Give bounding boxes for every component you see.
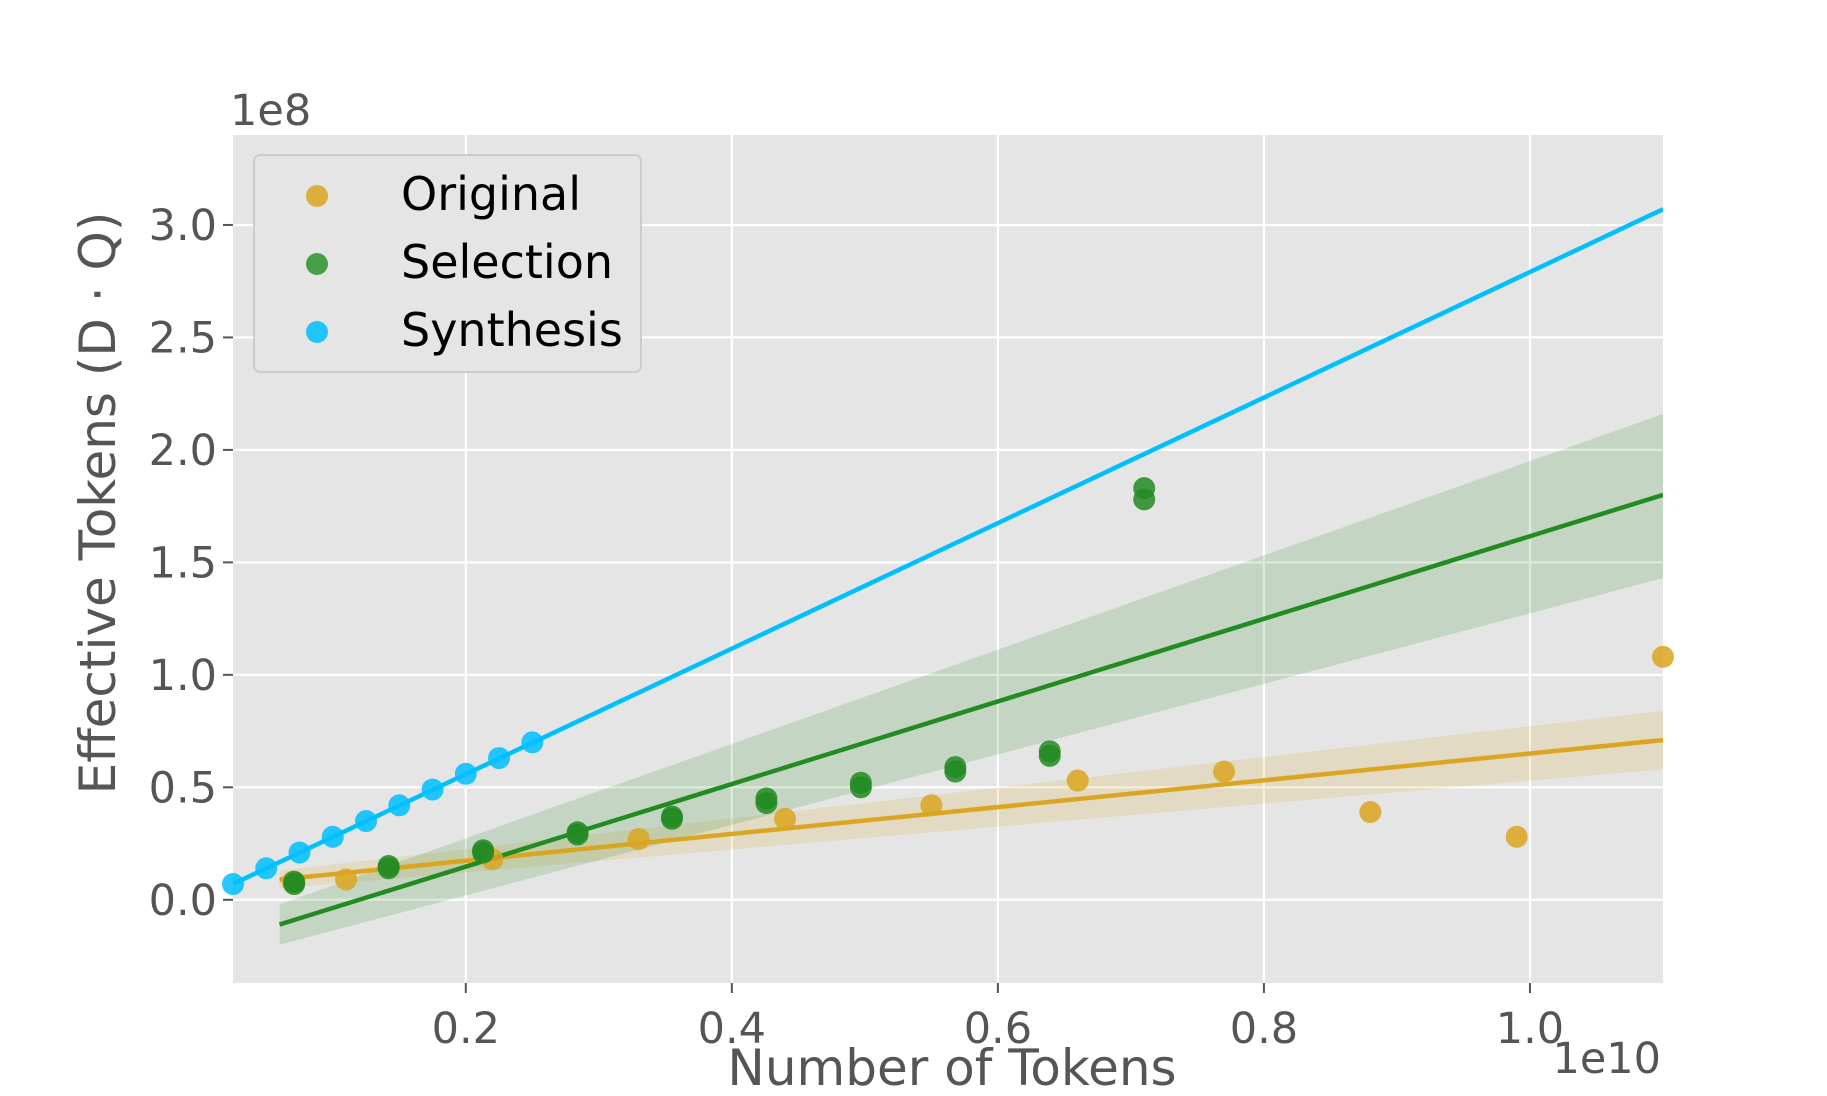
x-tick-label: 1.0: [1496, 1004, 1564, 1054]
legend-marker-synthesis: [306, 321, 328, 343]
x-ticks: 0.2 0.4 0.6 0.8 1.0: [432, 983, 1564, 1054]
y-tick-label: 2.0: [149, 426, 217, 476]
point-original: [1652, 645, 1674, 668]
legend-marker-original: [306, 185, 328, 207]
fit-line-original: [279, 737, 1663, 882]
point-original: [774, 807, 797, 830]
grid: [233, 135, 1663, 983]
legend-label-synthesis: Synthesis: [401, 303, 623, 357]
point-selection: [1038, 740, 1061, 763]
point-selection: [660, 805, 683, 828]
point-synthesis: [255, 857, 278, 880]
y-ticks: 0.0 0.5 1.0 1.5 2.0 2.5 3.0: [149, 201, 233, 926]
point-original: [1066, 769, 1089, 792]
x-tick-label: 0.8: [1230, 1004, 1298, 1054]
x-tick-label: 0.2: [432, 1004, 500, 1054]
y-tick-label: 1.5: [149, 538, 217, 588]
point-synthesis: [321, 825, 344, 848]
data-points: [222, 477, 1674, 896]
point-synthesis: [355, 810, 378, 833]
legend-box: [253, 154, 642, 373]
legend: Original Selection Synthesis: [253, 154, 642, 373]
y-tick-label: 0.0: [149, 876, 217, 926]
legend-item-synthesis: Synthesis: [306, 303, 623, 357]
legend-label-selection: Selection: [401, 235, 613, 289]
x-axis-label: Number of Tokens: [727, 1039, 1176, 1096]
x-multiplier-label: 1e10: [1552, 1034, 1661, 1084]
legend-label-original: Original: [401, 167, 581, 221]
point-selection: [755, 787, 778, 810]
point-selection: [283, 870, 306, 893]
point-selection: [1133, 477, 1156, 500]
point-original: [1213, 760, 1236, 783]
fit-line-selection: [278, 492, 1663, 927]
point-synthesis: [388, 794, 411, 817]
y-tick-label: 2.5: [149, 313, 217, 363]
point-original: [627, 828, 650, 851]
y-axis-label: Effective Tokens (D · Q): [69, 212, 127, 795]
y-multiplier-label: 1e8: [230, 86, 311, 136]
point-selection: [566, 821, 589, 844]
point-synthesis: [488, 747, 511, 770]
point-selection: [849, 771, 872, 794]
point-synthesis: [454, 762, 477, 785]
legend-item-selection: Selection: [306, 235, 613, 289]
point-synthesis: [521, 731, 544, 754]
y-tick-label: 1.0: [149, 651, 217, 701]
point-original: [920, 794, 943, 817]
y-tick-label: 0.5: [149, 763, 217, 813]
y-tick-label: 3.0: [149, 201, 217, 251]
point-selection: [944, 756, 967, 779]
point-selection: [472, 839, 495, 862]
point-original: [1505, 825, 1528, 848]
legend-item-original: Original: [306, 167, 581, 221]
x-tick-label: 0.4: [698, 1004, 766, 1054]
point-selection: [377, 855, 400, 878]
legend-marker-selection: [306, 253, 328, 275]
point-original: [1359, 801, 1382, 824]
ci-band-selection: [279, 413, 1663, 945]
point-original: [335, 868, 358, 891]
point-synthesis: [421, 778, 444, 801]
x-tick-label: 0.6: [964, 1004, 1032, 1054]
point-synthesis: [288, 841, 311, 864]
point-synthesis: [222, 873, 244, 896]
